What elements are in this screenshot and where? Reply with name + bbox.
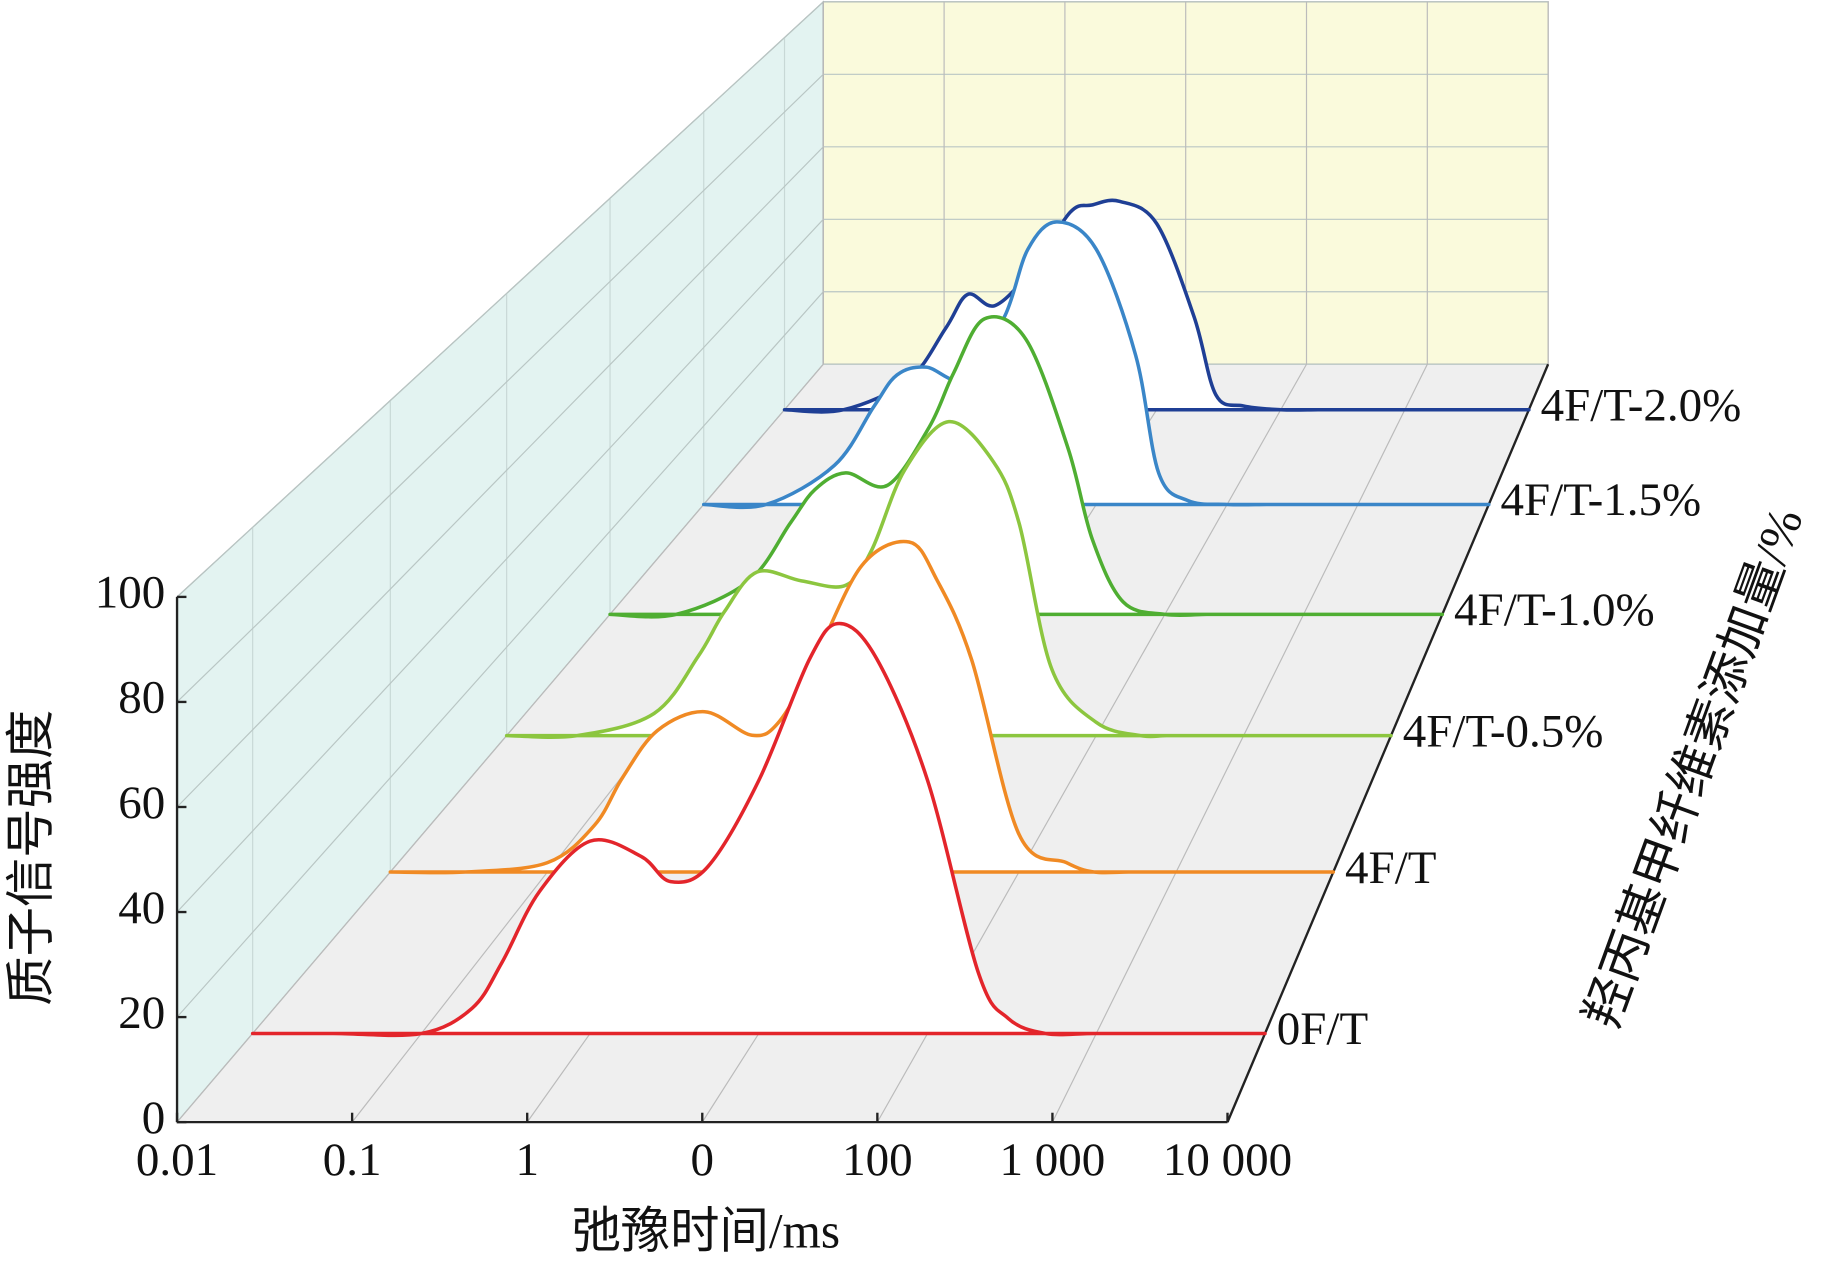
series-label: 4F/T-1.0% [1454,584,1655,636]
series-line [250,621,1267,1038]
grid-line [176,1,824,1123]
z-axis [1226,363,1550,1123]
series-label: 4F/T-2.0% [1541,380,1742,432]
y-tick-label: 40 [118,882,165,934]
series-line [504,419,1393,740]
x-tick-label: 100 [842,1134,913,1186]
y-tick-label: 60 [118,777,165,829]
grid-line [1051,1,1428,1123]
series-line [608,315,1445,619]
x-tick-label: 1 000 [1000,1134,1106,1186]
z-axis-title: 羟丙基甲纤维素添加量/% [1574,501,1813,1035]
y-tick-label: 20 [118,987,165,1039]
x-tick-label: 10 000 [1163,1134,1292,1186]
y-axis-title: 质子信号强度 [3,710,58,1006]
x-axis-title: 弛豫时间/ms [571,1203,840,1258]
x-tick-label: 0.01 [136,1134,218,1186]
x-tick-label: 1 [515,1134,539,1186]
y-tick-label: 0 [142,1092,166,1144]
x-tick-label: 0.1 [323,1134,382,1186]
y-tick-label: 80 [118,672,165,724]
x-tick-label: 0 [691,1134,715,1186]
series-label: 4F/T-1.5% [1501,474,1702,526]
series-label: 0F/T [1277,1003,1368,1055]
series-label: 4F/T-0.5% [1403,705,1604,757]
y-tick-label: 100 [95,567,166,619]
series-label: 4F/T [1345,842,1436,894]
series-line [701,220,1491,510]
